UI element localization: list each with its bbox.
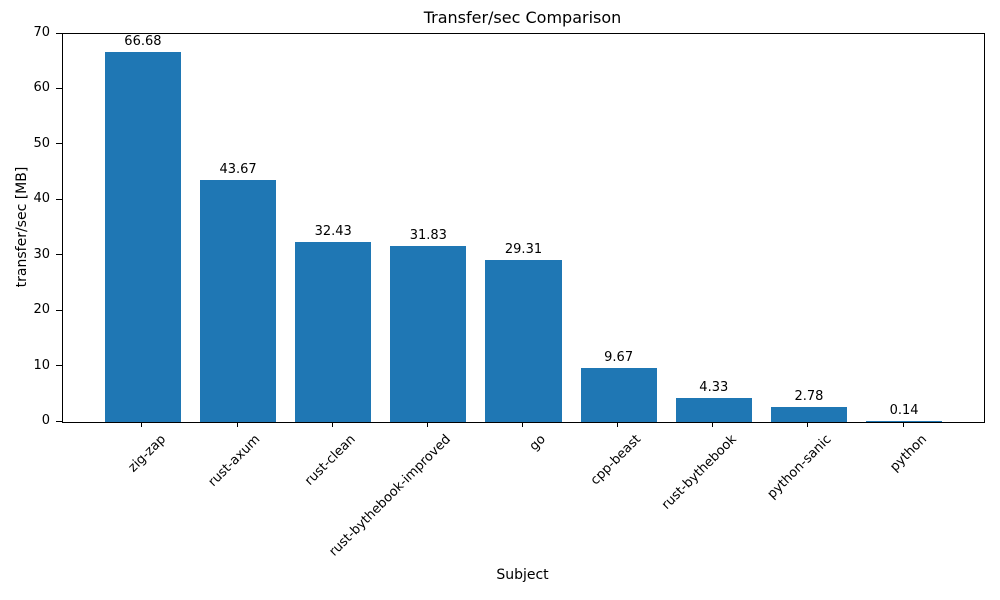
x-tick [236,422,238,427]
y-tick-label: 0 [41,413,50,428]
y-tick [56,365,62,367]
x-tick [807,422,809,427]
bar-value-label: 66.68 [124,34,162,50]
x-tick [426,422,428,427]
x-tick-label: python-sanic [764,432,835,502]
bar-go [485,259,562,422]
x-tick-label: python [886,432,930,475]
y-axis-label: transfer/sec [MB] [14,166,30,288]
x-tick-label: rust-axum [205,432,264,490]
y-tick [56,420,62,422]
x-tick [902,422,904,427]
bar-rust-bythebook-improved [390,245,467,422]
bar-value-label: 0.14 [889,403,919,419]
bar-value-label: 4.33 [699,380,729,395]
x-tick [522,422,523,427]
bar-value-label: 31.83 [409,227,447,243]
x-tick [331,422,333,427]
bar-python-sanic [770,406,847,422]
y-tick-label: 50 [33,135,50,151]
bar-rust-axum [200,179,277,422]
x-tick-label: go [527,432,550,455]
y-tick-label: 70 [33,25,50,40]
bar-value-label: 9.67 [604,350,634,366]
bar-value-label: 32.43 [314,224,352,240]
x-tick [617,422,619,427]
y-tick [56,32,62,34]
bar-cpp-beast [580,368,657,422]
x-tick-label: cpp-beast [588,432,645,489]
bar-value-label: 43.67 [219,161,257,177]
x-axis-label: Subject [496,567,549,583]
x-tick [141,422,143,427]
y-tick [56,254,62,256]
bar-zig-zap [104,52,181,422]
y-tick-label: 40 [33,191,50,207]
bar-value-label: 29.31 [504,241,543,257]
y-tick [56,198,62,200]
x-tick-label: rust-bythebook [658,432,740,513]
y-tick-label: 60 [33,80,50,96]
y-tick [56,309,62,311]
y-tick [56,143,62,145]
bar-value-label: 2.78 [794,388,824,404]
y-tick [56,87,62,89]
y-tick-label: 30 [33,246,50,262]
bar-rust-clean [295,242,372,422]
bar-python [866,421,943,422]
x-tick [712,422,714,427]
x-tick-label: zig-zap [125,432,169,476]
y-tick-label: 20 [33,302,50,318]
plot-area: 66.68 43.67 32.43 31.83 29.31 9.67 4.33 2.78 0.1… [62,33,985,423]
x-tick-label: rust-clean [302,432,359,489]
y-tick-label: 10 [33,357,50,373]
chart-title: Transfer/sec Comparison [423,8,622,27]
bar-rust-bythebook [675,398,752,422]
